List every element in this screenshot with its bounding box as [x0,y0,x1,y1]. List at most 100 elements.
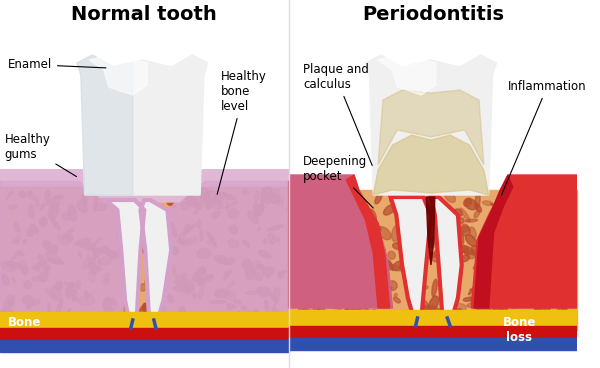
Ellipse shape [50,201,59,215]
Ellipse shape [293,293,299,299]
Ellipse shape [62,315,71,324]
Ellipse shape [271,293,278,302]
Ellipse shape [443,218,453,230]
Ellipse shape [373,312,382,315]
Ellipse shape [58,259,62,262]
Ellipse shape [245,319,260,324]
Ellipse shape [530,265,538,271]
Ellipse shape [517,229,532,234]
Ellipse shape [154,250,162,255]
Ellipse shape [229,225,238,234]
Ellipse shape [548,298,563,307]
Ellipse shape [303,303,306,311]
Ellipse shape [419,321,425,326]
Ellipse shape [436,236,440,240]
Ellipse shape [345,309,356,321]
Ellipse shape [327,258,340,266]
Ellipse shape [46,289,57,301]
Ellipse shape [302,253,307,256]
Ellipse shape [526,216,532,222]
Ellipse shape [148,212,154,229]
Ellipse shape [307,210,315,221]
Ellipse shape [526,300,531,307]
Ellipse shape [8,205,17,209]
Polygon shape [161,170,289,315]
Ellipse shape [95,203,104,210]
Ellipse shape [380,261,393,270]
Ellipse shape [106,250,119,258]
Ellipse shape [268,225,283,231]
Ellipse shape [149,287,162,298]
Ellipse shape [547,268,562,277]
Ellipse shape [501,309,505,315]
Ellipse shape [268,317,274,325]
Bar [0,187,289,330]
Ellipse shape [68,236,73,241]
Ellipse shape [503,194,511,201]
Ellipse shape [6,262,23,269]
Ellipse shape [317,238,323,251]
Bar [0,340,289,352]
Ellipse shape [94,197,97,211]
Ellipse shape [226,291,236,301]
Ellipse shape [338,299,344,306]
Ellipse shape [475,192,480,209]
Bar [0,328,289,343]
Ellipse shape [457,309,464,318]
Ellipse shape [461,247,468,252]
Ellipse shape [217,197,223,205]
Ellipse shape [487,218,496,234]
Ellipse shape [424,306,440,313]
Ellipse shape [338,282,347,294]
Ellipse shape [55,282,62,290]
Ellipse shape [494,263,503,273]
Ellipse shape [485,321,491,325]
Ellipse shape [267,274,270,278]
Ellipse shape [508,201,518,212]
Ellipse shape [170,316,183,323]
Ellipse shape [193,268,203,281]
Ellipse shape [347,256,359,263]
Ellipse shape [329,289,340,299]
Polygon shape [426,197,435,265]
Ellipse shape [173,287,190,291]
Ellipse shape [226,201,230,217]
Ellipse shape [16,252,24,256]
Ellipse shape [448,297,452,303]
Ellipse shape [361,218,373,224]
Ellipse shape [19,191,25,198]
Ellipse shape [469,286,476,295]
Ellipse shape [216,259,230,264]
Ellipse shape [257,264,263,269]
Ellipse shape [274,287,280,298]
Ellipse shape [40,217,47,226]
Ellipse shape [346,212,359,222]
Ellipse shape [429,248,442,259]
Ellipse shape [538,293,550,303]
Polygon shape [378,57,436,95]
Polygon shape [378,90,484,165]
Polygon shape [365,55,496,195]
Ellipse shape [118,230,125,238]
Polygon shape [106,200,144,320]
Ellipse shape [570,276,576,288]
Polygon shape [474,175,513,308]
Ellipse shape [215,192,226,197]
Ellipse shape [401,204,405,206]
Ellipse shape [272,237,280,241]
Ellipse shape [88,262,94,269]
Ellipse shape [539,252,544,257]
Ellipse shape [91,257,95,262]
Ellipse shape [265,300,269,312]
Ellipse shape [54,195,64,199]
Ellipse shape [452,214,460,223]
Ellipse shape [564,209,572,216]
Polygon shape [0,170,123,315]
Ellipse shape [557,215,571,223]
Ellipse shape [566,276,578,286]
Ellipse shape [72,317,80,325]
Ellipse shape [55,244,58,254]
Ellipse shape [491,259,508,266]
Ellipse shape [461,255,470,262]
Ellipse shape [62,212,71,220]
